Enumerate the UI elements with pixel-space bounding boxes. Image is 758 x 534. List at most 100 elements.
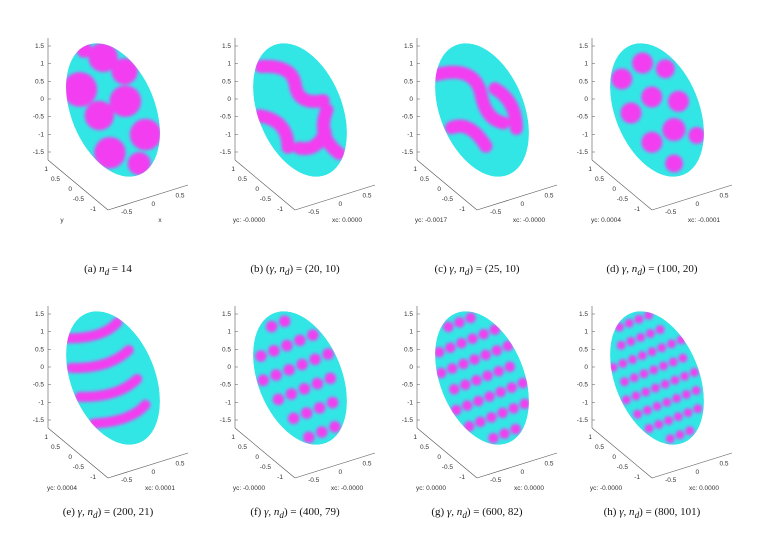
ellipsoid-surface bbox=[252, 43, 347, 177]
y-tick-label: -0.5 bbox=[73, 196, 85, 203]
x-axis-label: xc: 0.0000 bbox=[332, 217, 362, 224]
pattern-spot bbox=[680, 371, 690, 381]
z-tick-label: 0 bbox=[584, 364, 588, 371]
caption-math: γ, n bbox=[449, 263, 465, 275]
caption-rest: ) = (100, 20) bbox=[641, 263, 698, 275]
x-axis-label: xc: -0.0000 bbox=[331, 485, 364, 492]
z-tick-label: -1.5 bbox=[402, 417, 414, 424]
pattern-spot bbox=[443, 321, 454, 333]
x-axis-line bbox=[107, 452, 189, 479]
panel-caption-c: (c) γ, nd) = (25, 10) bbox=[387, 263, 567, 277]
pattern-spot bbox=[268, 345, 280, 357]
pattern-spot bbox=[495, 386, 506, 398]
pattern-spot bbox=[632, 52, 654, 74]
y-tick-label: 1 bbox=[413, 434, 417, 441]
panel-plot-b: 1.510.50-0.5-1-1.510.50-0.5-1 -0.500.5yc:… bbox=[220, 38, 376, 224]
y-tick-label: 1 bbox=[231, 434, 235, 441]
caption-rest: ) = (200, 21) bbox=[97, 506, 154, 518]
z-tick-label: 0.5 bbox=[579, 346, 588, 353]
x-tick-label: -0.5 bbox=[308, 209, 320, 216]
x-tick-label: 0.5 bbox=[175, 461, 184, 468]
z-tick-label: -1.5 bbox=[577, 417, 589, 424]
pattern-spot bbox=[620, 377, 629, 387]
z-tick-label: 1.5 bbox=[35, 311, 44, 318]
pattern-spot bbox=[637, 351, 647, 361]
pattern-spot bbox=[475, 416, 486, 428]
pattern-spot bbox=[664, 416, 673, 425]
x-tick-label: 0 bbox=[152, 201, 156, 208]
pattern-spot bbox=[618, 359, 628, 368]
pattern-spot bbox=[510, 423, 521, 435]
z-tick-label: -1 bbox=[38, 131, 44, 138]
z-tick-label: -1.5 bbox=[33, 149, 45, 156]
pattern-stripe bbox=[252, 109, 295, 154]
z-tick-label: 1 bbox=[40, 329, 44, 336]
pattern-spot bbox=[519, 398, 531, 410]
pattern-spot bbox=[681, 390, 691, 399]
panel-plot-c: 1.510.50-0.5-1-1.510.50-0.5-1 -0.500.5yc:… bbox=[402, 38, 558, 224]
caption-subscript: d bbox=[637, 267, 642, 278]
pattern-spot bbox=[482, 370, 493, 382]
panel-h: 1.5 1 0.5 0 -0.5 -1 -1.5 1 0.5 0 -0.5 -1 -0.5 0 0.5 yc:… bbox=[562, 298, 742, 528]
panel-caption-b: (b) (γ, nd) = (20, 10) bbox=[205, 263, 385, 277]
pattern-spot bbox=[629, 373, 639, 383]
panel-plot-h: 1.510.50-0.5-1-1.510.50-0.5-1 -0.500.5yc:… bbox=[577, 306, 733, 492]
z-tick-label: 1 bbox=[409, 329, 413, 336]
x-axis-line bbox=[476, 452, 558, 479]
z-tick-label: -0.5 bbox=[33, 114, 45, 121]
x-axis-label: xc: -0.0000 bbox=[513, 217, 546, 224]
pattern-spot bbox=[649, 365, 659, 375]
caption-math: γ, n bbox=[621, 263, 638, 275]
caption-subscript: d bbox=[93, 510, 98, 521]
pattern-spot bbox=[281, 339, 293, 352]
panel-plot-e: 1.510.50-0.5-1-1.510.50-0.5-1 -0.500.5yc:… bbox=[33, 306, 189, 492]
y-tick-label: 0.5 bbox=[420, 176, 429, 183]
z-tick-label: 0.5 bbox=[222, 346, 231, 353]
caption-subscript: d bbox=[104, 267, 110, 278]
x-axis-line bbox=[294, 452, 376, 479]
panel-plot-f: 1.510.50-0.5-1-1.510.50-0.5-1 -0.500.5yc:… bbox=[220, 306, 376, 492]
pattern-spot bbox=[641, 387, 651, 397]
y-tick-label: 0.5 bbox=[51, 444, 60, 451]
x-axis-line bbox=[107, 184, 189, 211]
x-tick-label: 0.5 bbox=[175, 193, 184, 200]
z-tick-label: 0 bbox=[227, 364, 231, 371]
panel-f: 1.5 1 0.5 0 -0.5 -1 -1.5 1 0.5 0 -0.5 -1 -0.5 0 0.5 yc:… bbox=[205, 298, 385, 528]
panel-c: 1.5 1 0.5 0 -0.5 -1 -1.5 1 0.5 0 -0.5 -1 -0.5 0 0.5 yc:… bbox=[387, 30, 567, 260]
x-tick-label: 0.5 bbox=[544, 193, 553, 200]
caption-prefix: (f) bbox=[250, 506, 265, 518]
pattern-spot bbox=[633, 409, 643, 419]
y-tick-label: -0.5 bbox=[260, 464, 272, 471]
pattern-spot bbox=[685, 426, 695, 436]
y-tick-label: 0.5 bbox=[238, 176, 247, 183]
pattern-spot bbox=[657, 343, 667, 353]
caption-prefix: (d) bbox=[606, 263, 622, 275]
pattern-spot bbox=[626, 336, 636, 346]
z-tick-label: -1.5 bbox=[220, 417, 232, 424]
pattern-spot bbox=[655, 325, 665, 335]
caption-math: n bbox=[99, 263, 105, 275]
panel-g: 1.5 1 0.5 0 -0.5 -1 -1.5 1 0.5 0 -0.5 -1 -0.5 0 0.5 yc:… bbox=[387, 298, 567, 528]
ellipsoid-surface bbox=[608, 310, 704, 445]
z-tick-label: 1.5 bbox=[222, 43, 231, 50]
pattern-spot bbox=[285, 388, 298, 400]
z-tick-label: 0 bbox=[409, 96, 413, 103]
pattern-spot bbox=[611, 68, 633, 90]
y-axis-line bbox=[416, 159, 478, 211]
z-tick-label: 0.5 bbox=[404, 78, 413, 85]
z-tick-label: 1 bbox=[584, 329, 588, 336]
x-axis-line bbox=[294, 184, 376, 211]
caption-math: γ, n bbox=[619, 506, 635, 518]
pattern-spot bbox=[504, 361, 516, 373]
caption-math: γ, n bbox=[264, 506, 280, 518]
pattern-spot bbox=[489, 324, 501, 335]
pattern-spot bbox=[62, 72, 98, 107]
pattern-spot bbox=[265, 320, 278, 333]
pattern-spot bbox=[309, 353, 321, 366]
pattern-spot bbox=[326, 396, 339, 409]
y-tick-label: -1 bbox=[634, 474, 640, 481]
y-tick-label: 0 bbox=[68, 454, 72, 461]
pattern-spot bbox=[484, 391, 495, 402]
z-tick-label: 1.5 bbox=[579, 43, 588, 50]
caption-subscript: d bbox=[284, 267, 290, 278]
